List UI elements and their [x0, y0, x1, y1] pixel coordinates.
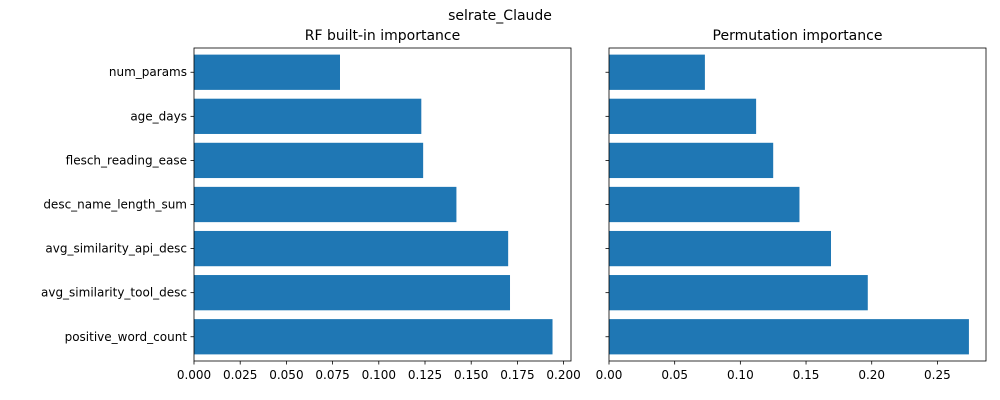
- y-tick-label: positive_word_count: [65, 330, 188, 344]
- panel-title: RF built-in importance: [305, 28, 461, 44]
- permutation-importance-panel: Permutation importance 0.00 0.05 0.10 0.15 0.…: [596, 28, 987, 382]
- x-tick-label: 0.075: [315, 368, 349, 382]
- x-tick-label: 0.10: [727, 368, 754, 382]
- bar-num-params: [609, 54, 705, 90]
- y-tick-label: flesch_reading_ease: [66, 153, 187, 167]
- y-tick-label: avg_similarity_api_desc: [45, 242, 187, 256]
- x-tick-label: 0.00: [596, 368, 623, 382]
- y-tick-label: desc_name_length_sum: [43, 198, 187, 212]
- bar-desc-name-length-sum: [194, 186, 457, 223]
- bar-age-days: [194, 98, 422, 134]
- figure-suptitle: selrate_Claude: [448, 8, 552, 24]
- y-tick-label: num_params: [109, 65, 187, 79]
- x-tick-label: 0.175: [500, 368, 534, 382]
- y-tick-label: avg_similarity_tool_desc: [41, 286, 187, 300]
- bar-avg-similarity-api-desc: [609, 230, 831, 267]
- rf-importance-panel: RF built-in importance positive_word_coun…: [41, 28, 581, 382]
- bar-avg-similarity-tool-desc: [609, 275, 868, 311]
- x-tick-label: 0.000: [177, 368, 211, 382]
- bar-avg-similarity-tool-desc: [194, 275, 511, 311]
- panel-title: Permutation importance: [713, 28, 883, 44]
- x-tick-label: 0.100: [362, 368, 396, 382]
- x-tick-label: 0.025: [223, 368, 257, 382]
- x-tick-label: 0.20: [858, 368, 885, 382]
- bar-avg-similarity-api-desc: [194, 230, 509, 267]
- x-tick-label: 0.05: [661, 368, 688, 382]
- x-tick-label: 0.150: [454, 368, 488, 382]
- bar-age-days: [609, 98, 757, 134]
- x-tick-label: 0.200: [546, 368, 580, 382]
- bar-num-params: [194, 54, 340, 90]
- x-tick-label: 0.050: [269, 368, 303, 382]
- x-tick-label: 0.15: [793, 368, 820, 382]
- x-tick-label: 0.25: [924, 368, 951, 382]
- bar-flesch-reading-ease: [609, 142, 774, 179]
- y-tick-label: age_days: [130, 109, 187, 123]
- x-tick-label: 0.125: [408, 368, 442, 382]
- bar-desc-name-length-sum: [609, 186, 800, 223]
- bar-positive-word-count: [194, 319, 553, 355]
- bar-positive-word-count: [609, 319, 969, 355]
- bar-flesch-reading-ease: [194, 142, 424, 179]
